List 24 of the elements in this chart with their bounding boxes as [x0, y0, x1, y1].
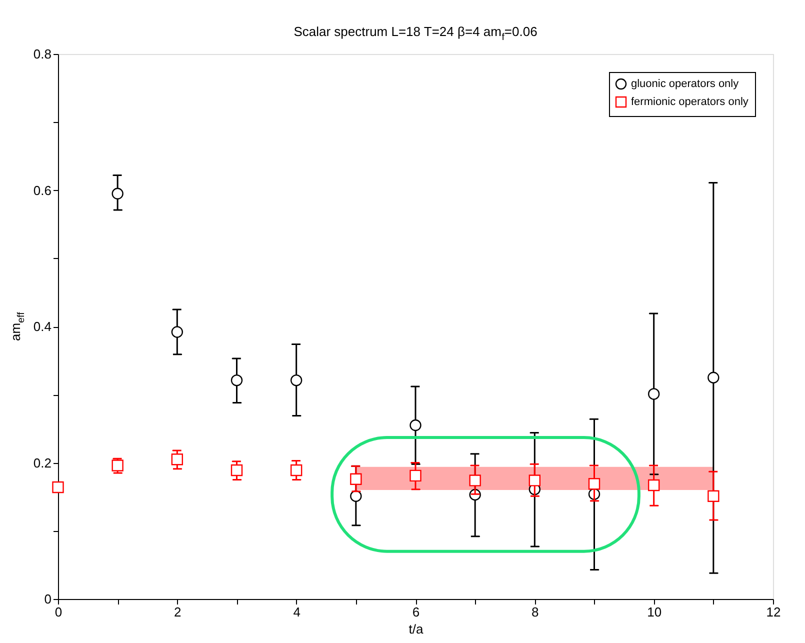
x-tick-label: 4 — [293, 604, 300, 620]
point — [230, 374, 243, 386]
point — [410, 419, 422, 432]
y-tick-label: 0.2 — [33, 455, 52, 470]
x-tick-label: 2 — [174, 604, 182, 620]
x-tick-label: 6 — [412, 604, 420, 620]
point — [290, 374, 302, 386]
y-tick-label: 0.4 — [33, 319, 52, 334]
y-axis-title: ameff — [8, 312, 27, 341]
y-tick-label: 0 — [44, 592, 52, 606]
x-tick-label: 8 — [532, 604, 539, 620]
point — [350, 490, 362, 502]
x-axis-title: t/a — [408, 622, 424, 636]
point — [708, 372, 720, 384]
legend-label: gluonic operators only — [631, 78, 740, 90]
point — [648, 388, 660, 400]
y-tick-label: 0.8 — [33, 46, 52, 62]
point — [112, 188, 124, 200]
x-tick-label: 12 — [766, 604, 781, 620]
y-tick-label: 0.6 — [33, 182, 52, 198]
point — [171, 326, 184, 338]
legend-label: fermionic operators only — [631, 96, 749, 108]
x-tick-label: 0 — [54, 604, 62, 620]
x-tick-label: 10 — [647, 604, 662, 620]
